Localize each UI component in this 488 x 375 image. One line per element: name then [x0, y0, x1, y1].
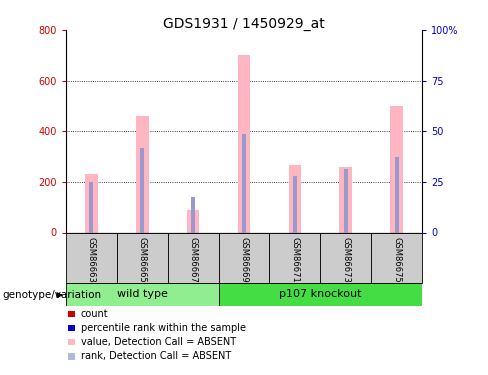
- Text: percentile rank within the sample: percentile rank within the sample: [81, 323, 245, 333]
- Bar: [89, 182, 93, 232]
- Bar: [68, 339, 75, 345]
- Bar: [140, 148, 144, 232]
- Bar: [242, 134, 246, 232]
- Bar: [390, 106, 403, 232]
- Bar: [187, 210, 200, 232]
- Text: GSM86667: GSM86667: [188, 237, 198, 282]
- Bar: [371, 232, 422, 283]
- Text: p107 knockout: p107 knockout: [279, 290, 362, 299]
- Text: rank, Detection Call = ABSENT: rank, Detection Call = ABSENT: [81, 351, 231, 361]
- Bar: [269, 232, 320, 283]
- Bar: [340, 166, 352, 232]
- Bar: [344, 169, 348, 232]
- Text: GSM86665: GSM86665: [138, 237, 147, 282]
- Text: GDS1931 / 1450929_at: GDS1931 / 1450929_at: [163, 17, 325, 31]
- Bar: [68, 353, 75, 360]
- Text: GSM86669: GSM86669: [240, 237, 248, 282]
- Bar: [395, 157, 399, 232]
- Bar: [238, 56, 250, 232]
- Bar: [219, 283, 422, 306]
- Text: genotype/variation: genotype/variation: [2, 290, 102, 300]
- Bar: [68, 310, 75, 317]
- Bar: [66, 283, 219, 306]
- Text: count: count: [81, 309, 108, 319]
- Bar: [320, 232, 371, 283]
- Bar: [288, 165, 301, 232]
- Bar: [66, 232, 117, 283]
- Bar: [191, 197, 195, 232]
- Text: GSM86673: GSM86673: [341, 237, 350, 282]
- Bar: [85, 174, 98, 232]
- Text: GSM86663: GSM86663: [87, 237, 96, 282]
- Bar: [293, 176, 297, 232]
- Text: wild type: wild type: [117, 290, 168, 299]
- Text: value, Detection Call = ABSENT: value, Detection Call = ABSENT: [81, 337, 236, 347]
- Text: GSM86675: GSM86675: [392, 237, 401, 282]
- Bar: [68, 325, 75, 331]
- Bar: [117, 232, 168, 283]
- Bar: [136, 116, 148, 232]
- Bar: [168, 232, 219, 283]
- Bar: [219, 232, 269, 283]
- Text: GSM86671: GSM86671: [290, 237, 300, 282]
